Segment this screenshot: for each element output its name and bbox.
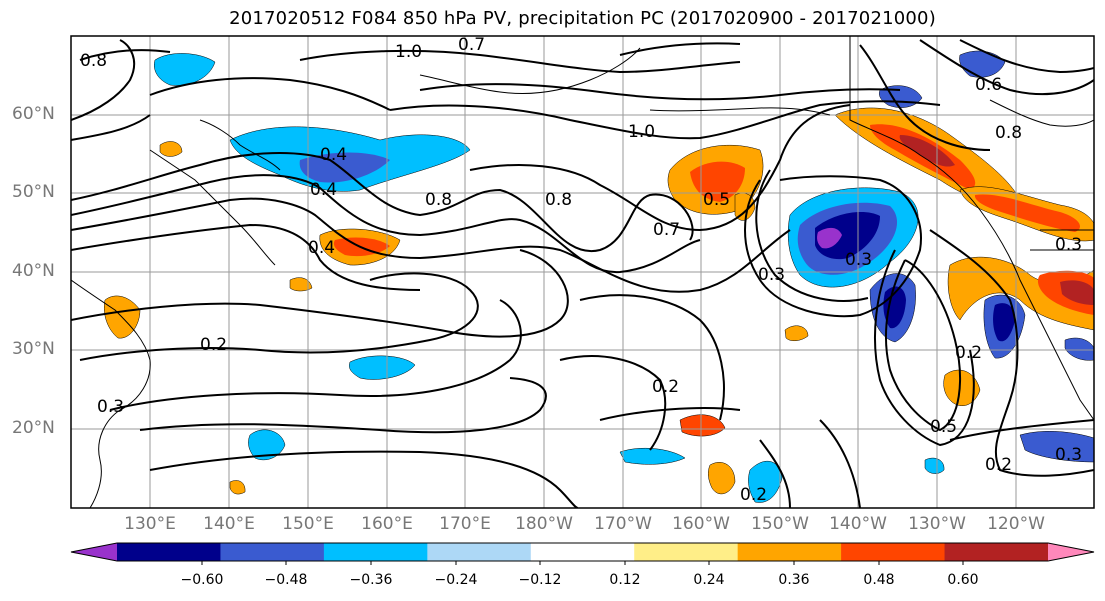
lat-label-60N: 60°N [12,104,55,124]
shade-neg-south-c2 [748,460,783,503]
colorbar-segment [944,543,1049,561]
contour-label: 0.2 [200,335,227,355]
shade-pos-nw-coast-inner [974,194,1080,232]
shade-neg2-kamchatka [299,152,390,183]
pv-contours [71,39,1094,508]
lon-label: 160°E [361,514,413,534]
colorbar [70,542,1095,565]
plot-title: 2017020512 F084 850 hPa PV, precipitatio… [229,8,936,29]
contour-label: 0.8 [545,190,572,210]
contour-label: 0.5 [703,190,730,210]
shade-pos-south1 [679,414,726,437]
lon-label: 140°E [203,514,255,534]
colorbar-tick-label: 0.12 [609,572,641,588]
contour-label: 0.3 [1055,445,1082,465]
shade-pos-alaska-deep [899,135,955,167]
shade-neg-southwest [248,429,286,461]
lon-label: 130°W [908,514,966,534]
colorbar-segment [323,543,428,561]
lon-label: 170°W [594,514,652,534]
shade-neg-north [154,53,216,86]
contour-label: 0.3 [758,265,785,285]
shade-neg-south-c [619,447,686,465]
contour-label: 0.6 [975,75,1002,95]
coastlines [71,36,1094,508]
contour-label: 0.8 [80,51,107,71]
contour-label: 0.5 [930,417,957,437]
lon-label: 150°W [751,514,809,534]
colorbar-segment [841,543,946,561]
contour-label: 0.8 [425,190,452,210]
colorbar-tick-label: −0.48 [264,572,308,588]
contour-labels: 0.8 1.0 0.7 0.4 0.4 0.8 0.4 0.2 1.0 0.8 … [80,35,1082,505]
contour-label: 1.0 [628,122,655,142]
lon-label: 140°W [829,514,887,534]
shade-pos-west-coast-deep [1060,280,1094,305]
graticule [71,36,1094,508]
lat-label-30N: 30°N [12,339,55,359]
shade-neg-east2-core [993,303,1015,342]
shade-neg-small6 [1064,337,1094,361]
contour-label: 0.7 [653,220,680,240]
shade-pos-socal [943,369,981,406]
contour-label: 0.3 [1055,235,1082,255]
contour-label: 0.2 [985,455,1012,475]
colorbar-segment [737,543,842,561]
shade-neg-small7 [924,457,945,474]
shade-neg-gulf-core [817,227,842,249]
lon-label: 170°E [439,514,491,534]
map-frame [70,35,1095,509]
shade-pos-west-coast [947,256,1094,331]
contour-label: 0.3 [845,250,872,270]
lat-label-50N: 50°N [12,182,55,202]
contour-label: 0.3 [97,397,124,417]
contour-label: 0.2 [652,377,679,397]
shade-pos-small2 [159,141,183,157]
colorbar-segment [530,543,635,561]
colorbar-tick-label: 0.24 [693,572,725,588]
contour-label: 0.4 [320,145,347,165]
colorbar-tick-label: 0.36 [778,572,810,588]
lon-label: 150°E [282,514,334,534]
colorbar-outline [70,542,1095,562]
shade-pos-central-north-inner [690,161,745,202]
shade-neg-east-low-core [883,286,906,329]
colorbar-segment [220,543,325,561]
map-content [71,36,1094,508]
colorbar-extend-max [1048,543,1094,561]
lat-label-20N: 20°N [12,418,55,438]
contour-label: 0.8 [995,123,1022,143]
contour-label: 1.0 [395,42,422,62]
contour-label: 0.4 [310,180,337,200]
colorbar-tick-label: −0.60 [180,572,224,588]
lon-label: 160°W [672,514,730,534]
colorbar-extend-min [71,543,117,561]
lon-label: 130°E [124,514,176,534]
colorbar-segment [634,543,739,561]
shade-pos-small4 [229,480,246,495]
shade-pos-south2 [708,462,736,495]
shade-neg-gulf-deep [815,212,880,260]
shade-neg-central [349,355,416,380]
contour-label: 0.4 [308,238,335,258]
contour-label: 0.2 [740,485,767,505]
lon-label: 180°W [515,514,573,534]
lat-label-40N: 40°N [12,261,55,281]
contour-label: 0.2 [955,343,982,363]
colorbar-tick-label: −0.24 [434,572,478,588]
colorbar-segment [427,543,532,561]
colorbar-tick-label: 0.60 [947,572,979,588]
colorbar-tick-label: −0.12 [518,572,562,588]
lon-label: 120°W [987,514,1045,534]
colorbar-segment [117,543,221,561]
contour-label: 0.7 [458,35,485,55]
shade-pos-small3 [289,277,313,292]
colorbar-tick-label: 0.48 [863,572,895,588]
shade-pos-small1 [784,325,809,341]
shade-neg-southeast [1019,431,1094,463]
colorbar-tick-label: −0.36 [349,572,393,588]
